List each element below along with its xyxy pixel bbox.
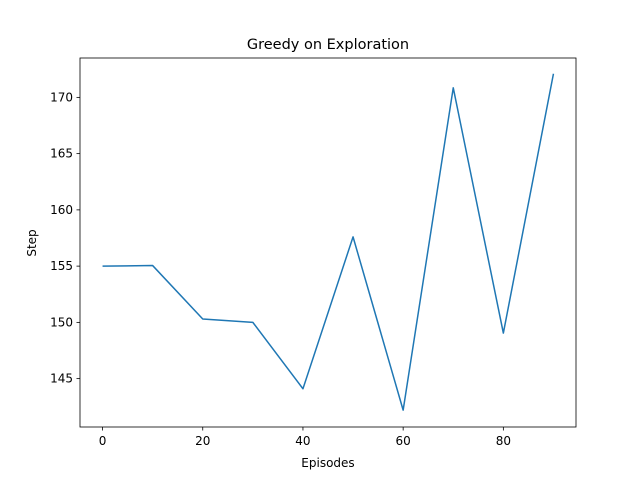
x-tick-label: 60 <box>396 434 411 448</box>
x-tick-label: 80 <box>496 434 511 448</box>
plot-frame <box>79 57 577 428</box>
y-tick-label: 170 <box>50 90 73 104</box>
y-tick-label: 145 <box>50 372 73 386</box>
x-tick-label: 0 <box>99 434 107 448</box>
y-tick-label: 165 <box>50 147 73 161</box>
y-tick-label: 150 <box>50 315 73 329</box>
y-axis: 145 150 155 160 165 170 <box>50 90 80 386</box>
chart-title: Greedy on Exploration <box>247 37 409 53</box>
x-axis-label: Episodes <box>301 456 354 470</box>
x-axis: 0 20 40 60 80 <box>99 427 511 448</box>
x-tick-label: 20 <box>195 434 210 448</box>
x-tick-label: 40 <box>295 434 310 448</box>
y-tick-label: 160 <box>50 203 73 217</box>
y-axis-label: Step <box>25 229 39 256</box>
plot-area <box>102 73 555 411</box>
y-tick-label: 155 <box>50 259 73 273</box>
series-line-0 <box>102 73 555 411</box>
